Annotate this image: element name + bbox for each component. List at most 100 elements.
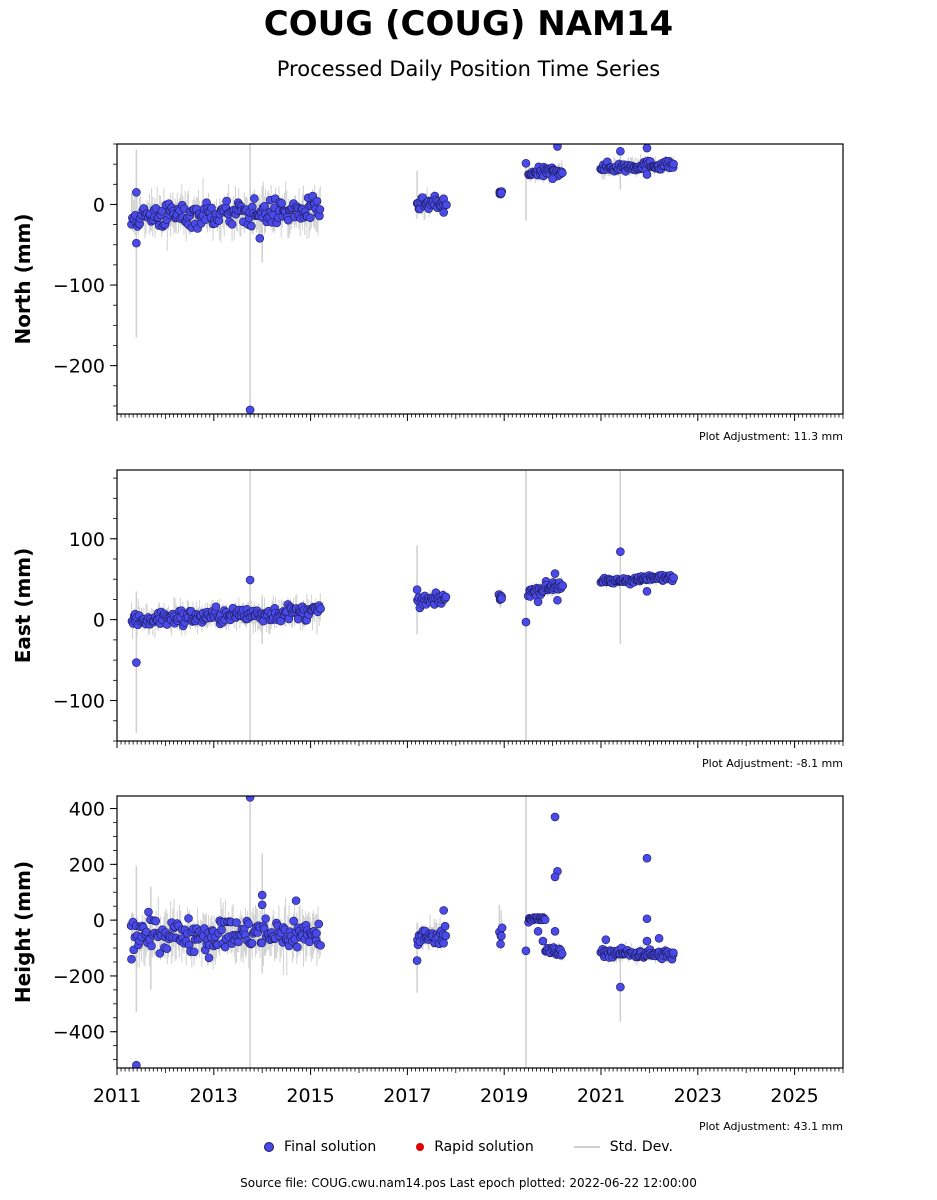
data-point xyxy=(189,947,199,957)
y-tick-label: −100 xyxy=(53,275,105,297)
legend-std: Std. Dev. xyxy=(573,1136,673,1158)
data-point xyxy=(132,1060,141,1068)
data-point xyxy=(521,159,531,168)
data-point xyxy=(442,200,451,210)
data-point xyxy=(558,581,568,590)
y-tick-label: 400 xyxy=(69,799,105,821)
data-point xyxy=(217,925,226,935)
data-point xyxy=(151,916,161,926)
data-point xyxy=(497,923,507,933)
data-point xyxy=(642,853,652,863)
data-point xyxy=(132,238,141,248)
data-point xyxy=(441,931,451,940)
data-point xyxy=(255,233,265,243)
data-point xyxy=(497,594,506,604)
chart-subtitle: Processed Daily Position Time Series xyxy=(276,57,661,81)
data-point xyxy=(244,919,253,929)
data-point xyxy=(616,982,625,992)
data-point xyxy=(306,213,315,223)
data-point xyxy=(245,575,255,585)
data-point xyxy=(439,938,448,948)
chart-title: COUG (COUG) NAM14 xyxy=(263,4,674,44)
plot-area xyxy=(127,144,678,414)
data-point xyxy=(616,146,625,156)
data-point xyxy=(316,604,325,613)
x-tick-label: 2021 xyxy=(577,1085,625,1107)
y-axis-label: North (mm) xyxy=(11,213,35,344)
data-point xyxy=(533,927,543,936)
data-point xyxy=(669,948,678,958)
data-point xyxy=(439,208,449,217)
data-point xyxy=(257,890,267,900)
data-point xyxy=(250,194,259,203)
data-point xyxy=(312,196,322,206)
y-tick-label: −100 xyxy=(53,691,105,713)
plot-area xyxy=(127,470,678,741)
data-point xyxy=(642,587,652,596)
data-point xyxy=(261,914,270,923)
x-tick-label: 2013 xyxy=(190,1085,238,1107)
data-point xyxy=(204,953,214,963)
data-point xyxy=(314,919,324,929)
data-point xyxy=(247,221,256,231)
data-point xyxy=(132,658,141,667)
data-point xyxy=(616,547,625,557)
rapid-marker-icon xyxy=(416,1143,425,1151)
data-point xyxy=(162,944,172,954)
data-point xyxy=(291,896,301,905)
data-point xyxy=(316,941,325,950)
data-point xyxy=(550,812,560,822)
data-point xyxy=(548,174,557,183)
data-point xyxy=(642,144,652,153)
data-point xyxy=(132,188,141,197)
data-point xyxy=(157,206,167,216)
y-tick-label: 200 xyxy=(69,854,105,876)
final-marker-icon xyxy=(264,1142,275,1152)
data-point xyxy=(260,201,269,211)
x-tick-label: 2011 xyxy=(93,1085,141,1107)
axes-frame xyxy=(116,795,844,1069)
axes-frame xyxy=(116,143,844,415)
legend-rapid-label: Rapid solution xyxy=(434,1139,534,1155)
data-point xyxy=(232,918,241,927)
data-point xyxy=(257,938,267,948)
data-point xyxy=(440,921,450,931)
data-point xyxy=(497,188,506,198)
data-point xyxy=(220,942,230,952)
data-point xyxy=(558,168,567,178)
data-point xyxy=(496,939,505,949)
y-axis-label: East (mm) xyxy=(11,548,35,664)
data-point xyxy=(247,938,257,948)
data-point xyxy=(557,949,567,958)
plot-adjustment-label: Plot Adjustment: 43.1 mm xyxy=(699,1120,843,1133)
data-point xyxy=(207,203,216,213)
legend-rapid: Rapid solution xyxy=(416,1136,534,1158)
y-tick-label: 0 xyxy=(93,910,105,932)
data-point xyxy=(292,942,302,952)
data-point xyxy=(184,914,193,923)
x-tick-label: 2025 xyxy=(770,1085,818,1107)
y-tick-label: 0 xyxy=(93,610,105,632)
data-point xyxy=(412,956,422,965)
data-point xyxy=(222,196,231,206)
y-tick-label: 0 xyxy=(93,194,105,216)
data-point xyxy=(412,585,422,595)
data-point xyxy=(521,617,531,627)
panel-1: 0 −100 −200 North (mm) Plot Adjustment: 11.3… xyxy=(11,143,844,443)
legend: Final solution Rapid solution Std. Dev. xyxy=(0,1136,937,1158)
data-point xyxy=(155,949,165,958)
x-tick-label: 2019 xyxy=(480,1085,528,1107)
x-tick-label: 2017 xyxy=(383,1085,431,1107)
data-point xyxy=(550,569,560,578)
data-point xyxy=(533,597,543,607)
data-point xyxy=(669,573,678,582)
data-point xyxy=(642,170,652,179)
data-point xyxy=(211,602,221,612)
data-point xyxy=(601,935,611,944)
x-tick-label: 2023 xyxy=(674,1085,722,1107)
data-point xyxy=(550,927,560,936)
y-tick-label: −200 xyxy=(53,356,105,378)
legend-final-label: Final solution xyxy=(284,1139,377,1155)
y-tick-label: 100 xyxy=(69,529,105,551)
